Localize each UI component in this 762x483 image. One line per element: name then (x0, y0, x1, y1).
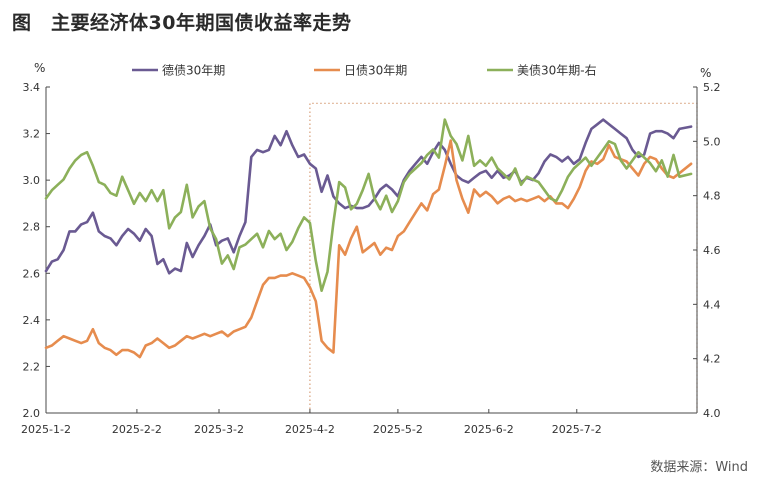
right-y-tick-label: 4.0 (703, 407, 721, 420)
series-line-3 (44, 118, 693, 293)
legend-label-2: 日债30年期 (344, 64, 407, 78)
left-y-tick-label: 3.0 (23, 174, 41, 187)
x-tick-label: 2025-1-2 (21, 423, 71, 436)
right-y-tick-label: 4.8 (703, 190, 721, 203)
series-line-2 (44, 139, 693, 359)
x-tick-label: 2025-4-2 (285, 423, 335, 436)
left-y-tick-label: 2.8 (23, 221, 41, 234)
x-tick-label: 2025-2-2 (112, 423, 162, 436)
right-unit-label: % (700, 66, 711, 80)
left-y-tick-label: 2.6 (23, 267, 41, 280)
legend-label-1: 德债30年期 (162, 63, 225, 78)
left-unit-label: % (34, 61, 45, 75)
series-layer (44, 118, 693, 359)
legend: 德债30年期 日债30年期 美债30年期-右 (132, 63, 597, 78)
x-tick-label: 2025-7-2 (552, 423, 602, 436)
axes-layer: 2.0 2.2 2.4 2.6 2.8 3.0 3.2 3.4 4.0 4.2 4.4 4.6 4.8 5… (21, 61, 720, 436)
x-tick-label: 2025-6-2 (464, 423, 514, 436)
series-line-1 (44, 118, 693, 275)
left-y-tick-label: 3.4 (23, 81, 41, 94)
left-y-tick-label: 2.4 (23, 314, 41, 327)
right-y-tick-label: 5.0 (703, 135, 721, 148)
legend-label-3: 美债30年期-右 (517, 63, 597, 78)
left-y-tick-label: 3.2 (23, 128, 41, 141)
right-y-tick-label: 4.6 (703, 244, 721, 257)
x-tick-label: 2025-5-2 (373, 423, 423, 436)
right-y-tick-label: 4.2 (703, 353, 721, 366)
x-tick-label: 2025-3-2 (194, 423, 244, 436)
highlight-box (309, 102, 698, 413)
highlight-box-layer (309, 102, 698, 413)
right-y-tick-label: 5.2 (703, 81, 721, 94)
chart-title: 图 主要经济体30年期国债收益率走势 (12, 12, 352, 34)
right-y-tick-label: 4.4 (703, 298, 721, 311)
source-note: 数据来源：Wind (650, 460, 748, 475)
left-y-tick-label: 2.2 (23, 360, 41, 373)
left-y-tick-label: 2.0 (23, 407, 41, 420)
